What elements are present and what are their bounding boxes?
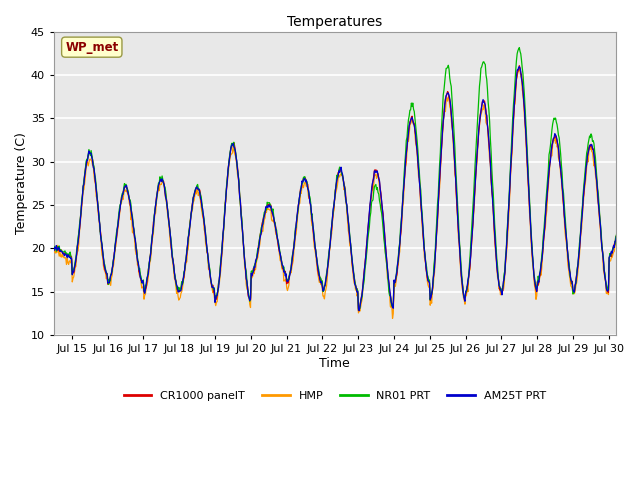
Y-axis label: Temperature (C): Temperature (C)	[15, 132, 28, 234]
Legend: CR1000 panelT, HMP, NR01 PRT, AM25T PRT: CR1000 panelT, HMP, NR01 PRT, AM25T PRT	[119, 386, 550, 405]
Title: Temperatures: Temperatures	[287, 15, 383, 29]
Text: WP_met: WP_met	[65, 41, 118, 54]
X-axis label: Time: Time	[319, 357, 350, 370]
